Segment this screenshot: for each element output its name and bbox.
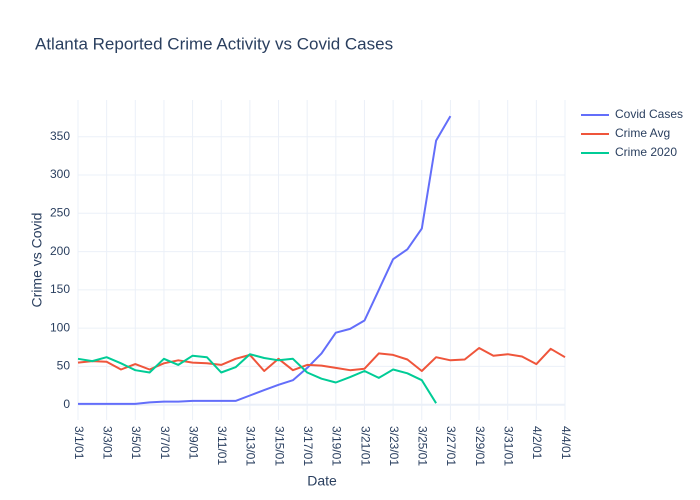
y-tick-label: 250	[50, 205, 70, 219]
x-tick-label: 4/2/01	[530, 426, 544, 460]
y-tick-label: 50	[57, 359, 71, 373]
x-tick-label: 3/3/01	[100, 426, 114, 460]
x-tick-label: 3/21/01	[358, 426, 372, 466]
x-tick-label: 3/15/01	[272, 426, 286, 466]
x-tick-label: 4/4/01	[559, 426, 573, 460]
series-line	[78, 115, 452, 405]
y-axis-title: Crime vs Covid	[29, 213, 45, 308]
x-axis-title: Date	[307, 473, 337, 489]
y-tick-label: 350	[50, 129, 70, 143]
x-tick-label: 3/19/01	[330, 426, 344, 466]
x-tick-label: 3/23/01	[387, 426, 401, 466]
x-tick-label: 3/5/01	[129, 426, 143, 460]
x-tick-label: 3/29/01	[473, 426, 487, 466]
x-tick-label: 3/13/01	[244, 426, 258, 466]
x-tick-label: 3/31/01	[502, 426, 516, 466]
legend-label: Covid Cases	[615, 107, 683, 121]
x-tick-label: 3/11/01	[215, 426, 229, 465]
x-tick-label: 3/1/01	[72, 426, 86, 460]
y-tick-label: 300	[50, 167, 70, 181]
x-tick-label: 3/25/01	[416, 426, 430, 466]
x-tick-label: 3/7/01	[158, 426, 172, 460]
y-tick-label: 0	[63, 397, 70, 411]
legend-label: Crime Avg	[615, 126, 670, 140]
series-line	[77, 353, 437, 404]
y-tick-label: 100	[50, 320, 70, 334]
chart-title: Atlanta Reported Crime Activity vs Covid…	[35, 34, 393, 53]
series-line	[77, 347, 566, 372]
x-tick-label: 3/9/01	[186, 426, 200, 460]
y-tick-label: 150	[50, 282, 70, 296]
x-tick-label: 3/27/01	[444, 426, 458, 466]
legend-label: Crime 2020	[615, 145, 677, 159]
y-tick-label: 200	[50, 244, 70, 258]
x-tick-label: 3/17/01	[301, 426, 315, 466]
